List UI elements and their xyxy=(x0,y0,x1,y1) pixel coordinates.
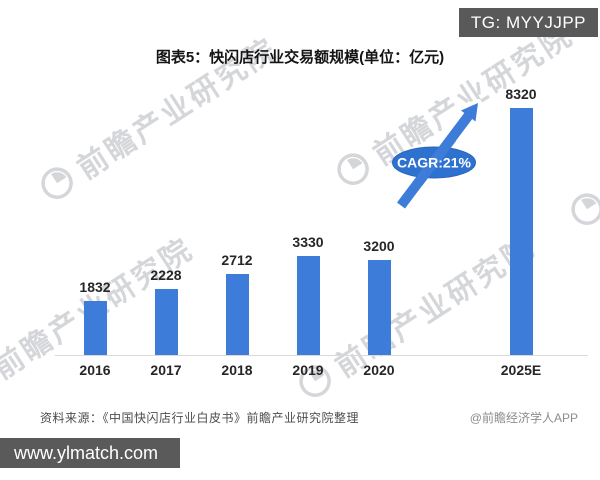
x-tick-label: 2016 xyxy=(79,362,111,378)
bar-value-label: 3330 xyxy=(292,234,324,250)
bar xyxy=(296,256,320,355)
chart-title: 图表5：快闪店行业交易额规模(单位：亿元) xyxy=(155,49,445,66)
footer: 资料来源：《中国快闪店行业白皮书》前瞻产业研究院整理 @前瞻经济学人APP xyxy=(40,409,578,426)
tg-badge: TG: MYYJJPP xyxy=(458,8,598,37)
bar-value-label: 2712 xyxy=(221,252,253,268)
bar xyxy=(367,260,391,355)
bar xyxy=(83,301,107,355)
bar xyxy=(509,108,533,355)
x-tick-label: 2020 xyxy=(363,362,395,378)
x-tick-label: 2017 xyxy=(150,362,182,378)
x-tick-label: 2025E xyxy=(500,362,542,378)
bar-value-label: 1832 xyxy=(79,279,111,295)
source-note: 资料来源：《中国快闪店行业白皮书》前瞻产业研究院整理 xyxy=(40,411,360,425)
bar-value-label: 3200 xyxy=(363,238,395,254)
bar-value-label: 2228 xyxy=(150,267,182,283)
x-axis-line xyxy=(55,355,588,356)
bar xyxy=(225,274,249,355)
bar-value-label: 8320 xyxy=(505,86,537,102)
x-tick-label: 2018 xyxy=(221,362,253,378)
site-badge: www.ylmatch.com xyxy=(0,438,181,468)
credit-note: @前瞻经济学人APP xyxy=(469,411,578,425)
x-tick-label: 2019 xyxy=(292,362,324,378)
bar xyxy=(154,289,178,355)
